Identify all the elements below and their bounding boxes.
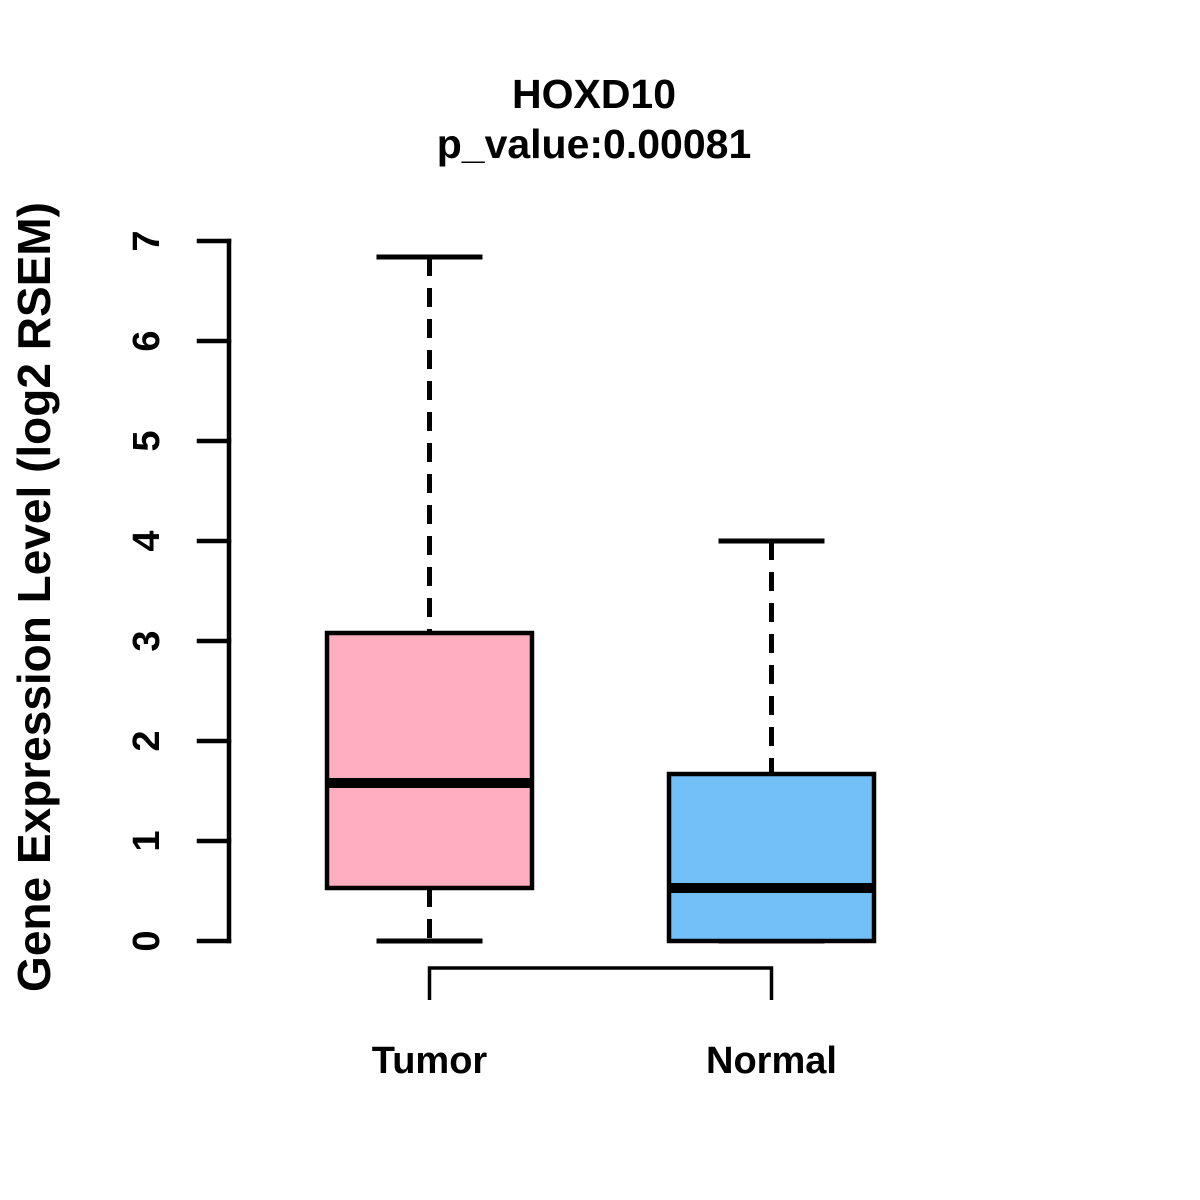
y-tick-label: 2 <box>126 730 168 751</box>
y-tick-label-group: 6 <box>126 330 168 351</box>
iqr-box <box>324 630 535 891</box>
bracket-path <box>427 966 774 1000</box>
y-tick-label-group: 7 <box>126 230 168 251</box>
y-tick-label-group: 0 <box>126 930 168 951</box>
y-axis-label: Gene Expression Level (log2 RSEM) <box>8 202 60 992</box>
box-normal <box>666 538 877 944</box>
y-tick-label: 4 <box>126 530 168 551</box>
comparison-bracket <box>427 966 774 1000</box>
y-tick-label-group: 4 <box>126 530 168 551</box>
y-axis-label-group: Gene Expression Level (log2 RSEM) <box>8 202 60 992</box>
y-tick-label-group: 3 <box>126 630 168 651</box>
iqr-box <box>666 771 877 944</box>
chart-subtitle: p_value:0.00081 <box>437 121 752 167</box>
y-tick-label-group: 2 <box>126 730 168 751</box>
chart-title: HOXD10 <box>512 71 676 117</box>
y-tick-label: 0 <box>126 930 168 951</box>
box-tumor <box>324 254 535 944</box>
box-layer <box>324 254 877 944</box>
y-tick-label: 5 <box>126 430 168 451</box>
y-tick-label: 6 <box>126 330 168 351</box>
y-tick-label-group: 1 <box>126 830 168 851</box>
x-category-label-tumor: Tumor <box>372 1040 488 1082</box>
y-tick-label: 7 <box>126 230 168 251</box>
y-axis: 0 1 2 3 4 5 6 7 <box>126 230 232 952</box>
y-tick-label: 1 <box>126 830 168 851</box>
y-tick-label: 3 <box>126 630 168 651</box>
y-tick-label-group: 5 <box>126 430 168 451</box>
x-category-label-normal: Normal <box>706 1040 837 1082</box>
